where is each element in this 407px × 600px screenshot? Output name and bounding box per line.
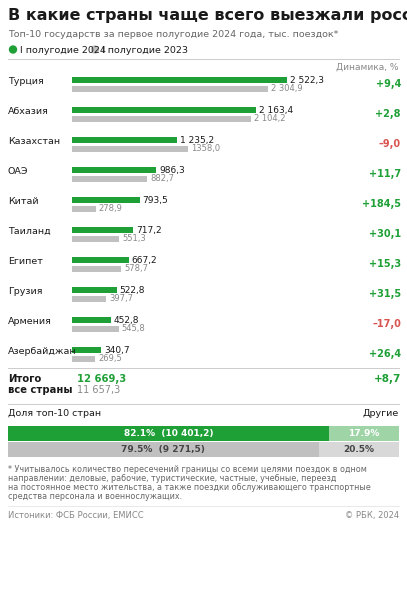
Text: 12 669,3: 12 669,3	[77, 374, 126, 384]
Bar	[8, 426, 329, 441]
Text: ОАЭ: ОАЭ	[8, 166, 28, 175]
Text: 667,2: 667,2	[132, 256, 158, 265]
Bar	[72, 347, 101, 353]
Text: +8,7: +8,7	[374, 374, 401, 384]
Text: +30,1: +30,1	[369, 229, 401, 239]
Text: 578,7: 578,7	[124, 265, 148, 274]
Text: Азербайджан: Азербайджан	[8, 346, 77, 355]
Text: Истоники: ФСБ России, ЕМИСС: Истоники: ФСБ России, ЕМИСС	[8, 511, 144, 520]
Text: 551,3: 551,3	[122, 235, 146, 244]
Text: все страны: все страны	[8, 385, 72, 395]
Bar	[329, 426, 399, 441]
Text: 986,3: 986,3	[159, 166, 185, 175]
Bar	[72, 227, 133, 233]
Text: Египет: Египет	[8, 257, 43, 265]
Text: * Учитывалось количество пересечений границы со всеми целями поездок в одном: * Учитывалось количество пересечений гра…	[8, 465, 367, 474]
Bar	[72, 356, 95, 362]
Text: 17.9%: 17.9%	[348, 429, 380, 438]
Bar	[72, 236, 119, 242]
Text: +184,5: +184,5	[362, 199, 401, 209]
Text: 2 522,3: 2 522,3	[290, 76, 324, 85]
Text: Грузия: Грузия	[8, 286, 42, 295]
Text: Топ-10 государств за первое полугодие 2024 года, тыс. поездок*: Топ-10 государств за первое полугодие 20…	[8, 30, 338, 39]
Bar	[72, 296, 106, 302]
Text: Таиланд: Таиланд	[8, 226, 50, 235]
Text: +15,3: +15,3	[369, 259, 401, 269]
Text: 522,8: 522,8	[120, 286, 145, 295]
Bar	[72, 176, 147, 182]
Text: 397,7: 397,7	[109, 295, 133, 304]
Text: –17,0: –17,0	[372, 319, 401, 329]
Text: 545,8: 545,8	[122, 325, 145, 334]
Text: 1358,0: 1358,0	[191, 145, 220, 154]
Text: +31,5: +31,5	[369, 289, 401, 299]
Bar	[72, 197, 140, 203]
Text: 452,8: 452,8	[114, 316, 139, 325]
Text: Доля топ-10 стран: Доля топ-10 стран	[8, 409, 101, 418]
Text: Итого: Итого	[8, 374, 41, 384]
Text: –9,0: –9,0	[379, 139, 401, 149]
Bar	[72, 86, 269, 92]
Bar	[72, 116, 252, 122]
Text: В какие страны чаще всего выезжали россияне: В какие страны чаще всего выезжали росси…	[8, 8, 407, 23]
Bar	[72, 206, 96, 212]
Text: 20.5%: 20.5%	[344, 445, 374, 454]
Text: Турция: Турция	[8, 76, 44, 85]
Text: 717,2: 717,2	[136, 226, 162, 235]
Text: +2,8: +2,8	[376, 109, 401, 119]
Text: 882,7: 882,7	[150, 175, 174, 184]
Bar	[72, 266, 121, 272]
Text: 340,7: 340,7	[104, 346, 130, 355]
Text: 269,5: 269,5	[98, 355, 122, 364]
Circle shape	[9, 46, 17, 53]
Text: 1 235,2: 1 235,2	[180, 136, 214, 145]
Bar	[319, 442, 399, 457]
Text: Другие: Другие	[363, 409, 399, 418]
Bar	[72, 77, 287, 83]
Text: 11 657,3: 11 657,3	[77, 385, 120, 395]
Text: +11,7: +11,7	[369, 169, 401, 179]
Bar	[72, 167, 156, 173]
Bar	[72, 137, 177, 143]
Text: 2 304,9: 2 304,9	[271, 85, 303, 94]
Text: I полугодие 2024: I полугодие 2024	[20, 46, 106, 55]
Text: средства персонала и военнослужащих.: средства персонала и военнослужащих.	[8, 492, 182, 501]
Bar	[8, 442, 319, 457]
Text: на постоянное место жительства, а также поездки обслуживающего транспортные: на постоянное место жительства, а также …	[8, 483, 371, 492]
Bar	[72, 107, 256, 113]
Text: Абхазия: Абхазия	[8, 107, 49, 115]
Text: 278,9: 278,9	[99, 205, 123, 214]
Text: направлении: деловые, рабочие, туристические, частные, учебные, переезд: направлении: деловые, рабочие, туристиче…	[8, 474, 336, 483]
Circle shape	[92, 46, 98, 53]
Bar	[72, 326, 118, 332]
Bar	[72, 317, 111, 323]
Text: © РБК, 2024: © РБК, 2024	[345, 511, 399, 520]
Bar	[72, 287, 116, 293]
Text: +26,4: +26,4	[369, 349, 401, 359]
Bar	[72, 257, 129, 263]
Text: 793,5: 793,5	[142, 196, 168, 205]
Text: I полугодие 2023: I полугодие 2023	[102, 46, 188, 55]
Text: Армения: Армения	[8, 317, 52, 325]
Text: Динамика, %: Динамика, %	[337, 63, 399, 72]
Text: 2 104,2: 2 104,2	[254, 115, 286, 124]
Text: 82.1%  (10 401,2): 82.1% (10 401,2)	[124, 429, 213, 438]
Text: Казахстан: Казахстан	[8, 136, 60, 145]
Text: 2 163,4: 2 163,4	[259, 106, 293, 115]
Bar	[72, 146, 188, 152]
Text: Китай: Китай	[8, 196, 39, 205]
Text: +9,4: +9,4	[376, 79, 401, 89]
Text: 79.5%  (9 271,5): 79.5% (9 271,5)	[121, 445, 206, 454]
